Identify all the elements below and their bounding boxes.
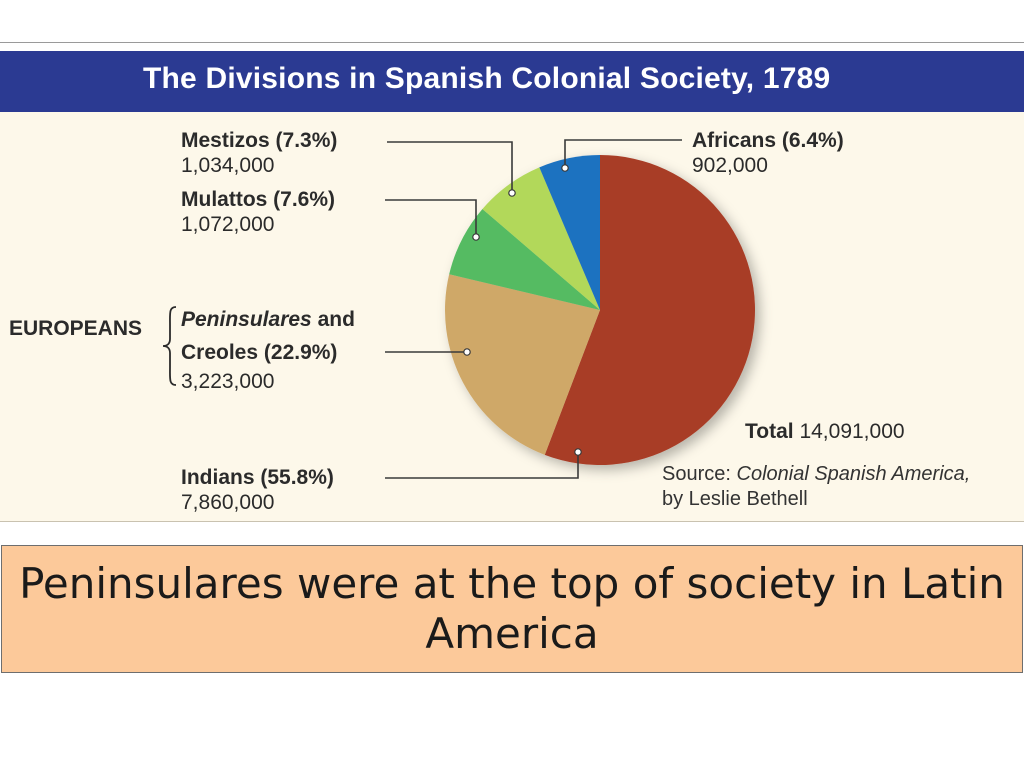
pie-slice-mestizos: [482, 167, 600, 310]
label-mulattos: Mulattos (7.6%) 1,072,000: [181, 187, 335, 237]
africans-name: Africans: [692, 129, 777, 152]
leader-line-mulattos: [385, 199, 477, 237]
leader-dot-europeans: [463, 348, 471, 356]
europeans-population: 3,223,000: [181, 370, 275, 393]
mestizos-population: 1,034,000: [181, 154, 275, 177]
pie-chart: [385, 139, 756, 479]
mestizos-percent: (7.3%): [275, 129, 338, 152]
chart-title: The Divisions in Spanish Colonial Societ…: [143, 62, 831, 95]
europeans-group-label: EUROPEANS: [9, 317, 143, 340]
caption-box: Peninsulares were at the top of society …: [1, 545, 1023, 673]
pie-slice-indians: [544, 155, 756, 466]
mulattos-name: Mulattos: [181, 188, 268, 211]
leader-line-mestizos: [387, 141, 513, 193]
and-word: and: [317, 308, 355, 331]
mulattos-population: 1,072,000: [181, 213, 275, 236]
label-indians: Indians (55.8%) 7,860,000: [181, 465, 334, 515]
label-africans: Africans (6.4%) 902,000: [692, 128, 844, 178]
total-value: 14,091,000: [799, 420, 905, 443]
top-divider: [0, 42, 1024, 43]
label-europeans: Peninsulares and Creoles (22.9%) 3,223,0…: [181, 303, 355, 394]
leader-dot-indians: [574, 448, 582, 456]
total-label: Total 14,091,000: [745, 420, 905, 444]
label-mestizos: Mestizos (7.3%) 1,034,000: [181, 128, 337, 178]
source-title: Colonial Spanish America,: [736, 463, 971, 485]
leader-dot-mestizos: [508, 189, 516, 197]
caption-text: Peninsulares were at the top of society …: [19, 559, 1005, 658]
creoles-name: Creoles: [181, 341, 259, 364]
africans-percent: (6.4%): [781, 129, 844, 152]
leader-line-africans: [564, 139, 682, 168]
pie-slice-mulattos: [449, 208, 600, 310]
source-note: Source: Colonial Spanish America, by Les…: [662, 462, 970, 512]
peninsulares-name: Peninsulares: [181, 308, 312, 331]
leader-dot-africans: [561, 164, 569, 172]
leader-dot-mulattos: [472, 233, 480, 241]
source-author: by Leslie Bethell: [662, 488, 808, 510]
total-word: Total: [745, 420, 794, 443]
europeans-percent: (22.9%): [263, 341, 338, 364]
indians-population: 7,860,000: [181, 491, 275, 514]
leader-line-indians: [385, 452, 579, 479]
mestizos-name: Mestizos: [181, 129, 270, 152]
indians-name: Indians: [181, 466, 255, 489]
source-prefix: Source:: [662, 463, 731, 485]
africans-population: 902,000: [692, 154, 768, 177]
brace-icon: [162, 306, 177, 386]
pie-slice-africans: [539, 155, 600, 310]
chart-figure: The Divisions in Spanish Colonial Societ…: [0, 51, 1024, 522]
indians-percent: (55.8%): [260, 466, 334, 489]
pie-slice-peninsulares-and-creoles: [444, 274, 600, 455]
title-bar: The Divisions in Spanish Colonial Societ…: [0, 51, 1024, 112]
mulattos-percent: (7.6%): [273, 188, 336, 211]
